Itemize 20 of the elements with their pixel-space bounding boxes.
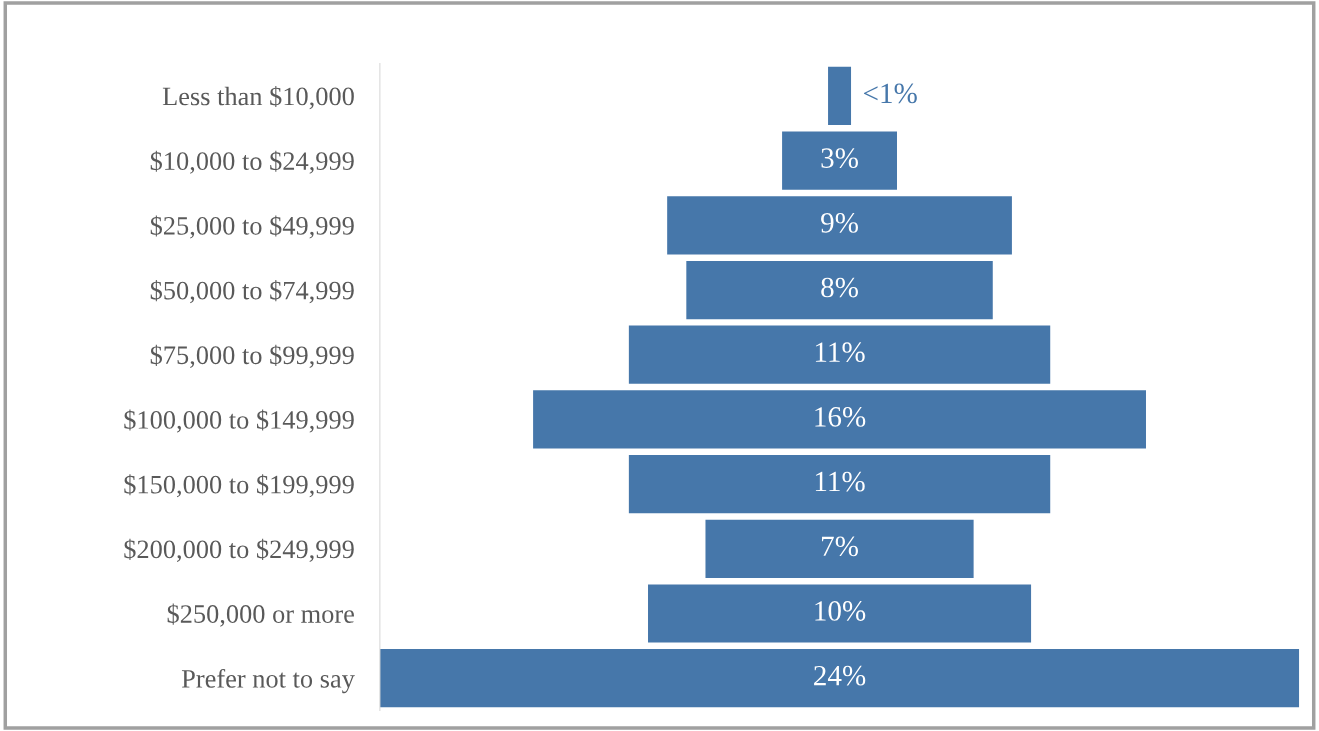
data-label: 11% bbox=[815, 342, 865, 363]
category-label: $100,000 to $149,999 bbox=[124, 409, 354, 433]
category-label: $25,000 to $49,999 bbox=[150, 215, 354, 239]
data-label: 16% bbox=[815, 407, 866, 427]
category-label: $200,000 to $249,999 bbox=[124, 538, 354, 563]
category-label: $250,000 or more bbox=[167, 603, 354, 627]
data-label: 9% bbox=[821, 212, 858, 233]
data-label: 7% bbox=[822, 536, 858, 557]
category-label: $10,000 to $24,999 bbox=[150, 150, 354, 174]
data-label: 10% bbox=[815, 601, 866, 621]
data-label: <1% bbox=[863, 83, 917, 104]
category-label: Prefer not to say bbox=[181, 668, 355, 694]
category-label: $150,000 to $199,999 bbox=[124, 474, 354, 498]
data-label: 3% bbox=[821, 148, 858, 169]
data-label: 8% bbox=[821, 277, 858, 298]
category-label: Less than $10,000 bbox=[162, 85, 354, 110]
data-label: 11% bbox=[815, 471, 865, 492]
data-label: 24% bbox=[814, 665, 866, 686]
category-label: $75,000 to $99,999 bbox=[150, 344, 354, 368]
category-label: $50,000 to $74,999 bbox=[150, 280, 354, 304]
